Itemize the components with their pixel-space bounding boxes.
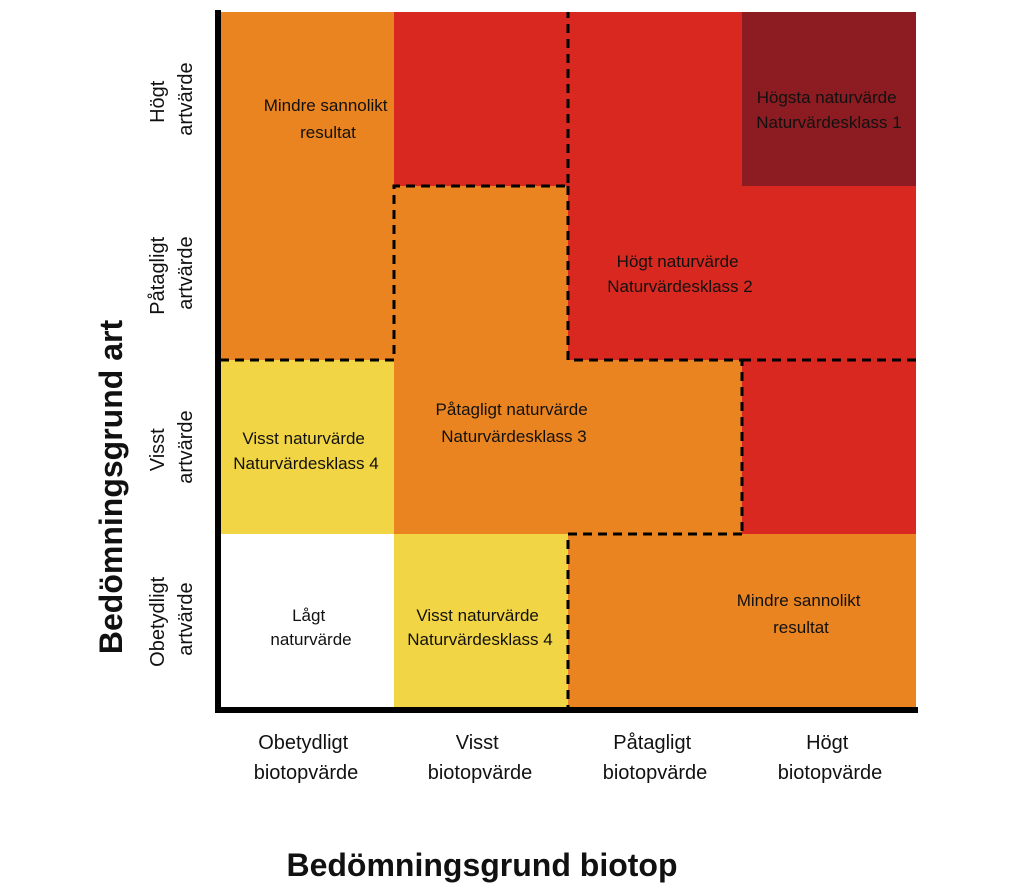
column-label-visst: Visst biotopvärde bbox=[428, 732, 533, 784]
cell-r1-c1 bbox=[394, 186, 568, 360]
row-label-obetydligt: Obetydligt artvärde bbox=[147, 571, 197, 667]
row-label-visst: Visst artvärde bbox=[147, 410, 197, 483]
cell-r3-c1 bbox=[394, 534, 568, 708]
column-label-obetydligt: Obetydligt biotopvärde bbox=[254, 732, 359, 784]
region-labels: Mindre sannolikt resultat Högsta naturvä… bbox=[233, 88, 902, 649]
cell-r2-c3 bbox=[742, 360, 916, 534]
cell-grid bbox=[220, 12, 916, 708]
boundary-mindre-sannolikt-top bbox=[220, 12, 570, 362]
column-label-patagligt: Påtagligt biotopvärde bbox=[603, 732, 708, 784]
region-label-mindre-sannolikt-top: Mindre sannolikt resultat bbox=[264, 96, 393, 142]
cell-r0-c2 bbox=[568, 12, 742, 186]
region-label-lagt-naturvarde: Lågt naturvärde bbox=[270, 606, 351, 649]
x-axis-title: Bedömningsgrund biotop bbox=[286, 847, 677, 883]
cell-r3-c3 bbox=[742, 534, 916, 708]
cell-r1-c0 bbox=[220, 186, 394, 360]
y-axis-title: Bedömningsgrund art bbox=[93, 320, 129, 655]
row-labels: Högt artvärde Påtagligt artvärde Visst a… bbox=[147, 62, 197, 667]
cell-r2-c2 bbox=[568, 360, 742, 534]
cell-r0-c0 bbox=[220, 12, 394, 186]
cell-r1-c3 bbox=[742, 186, 916, 360]
region-label-visst-naturvarde-bottom: Visst naturvärde Naturvärdesklass 4 bbox=[407, 606, 553, 649]
cell-r3-c2 bbox=[568, 534, 742, 708]
column-label-hogt: Högt biotopvärde bbox=[778, 732, 883, 784]
region-label-mindre-sannolikt-bottom: Mindre sannolikt resultat bbox=[737, 591, 866, 637]
region-label-hogt-naturvarde: Högt naturvärde Naturvärdesklass 2 bbox=[607, 252, 753, 296]
row-label-hogt: Högt artvärde bbox=[147, 62, 197, 135]
cell-r2-c1 bbox=[394, 360, 568, 534]
region-label-visst-naturvarde-left: Visst naturvärde Naturvärdesklass 4 bbox=[233, 429, 379, 473]
region-boundaries bbox=[220, 12, 916, 708]
cell-r0-c3 bbox=[742, 12, 916, 186]
region-label-patagligt-naturvarde: Påtagligt naturvärde Naturvärdesklass 3 bbox=[436, 400, 593, 446]
cell-r3-c0 bbox=[220, 534, 394, 708]
cell-r2-c0 bbox=[220, 360, 394, 534]
row-label-patagligt: Påtagligt artvärde bbox=[147, 231, 197, 314]
region-label-hogsta-naturvarde: Högsta naturvärde Naturvärdesklass 1 bbox=[756, 88, 902, 132]
boundary-naturvardesklass-2 bbox=[566, 186, 744, 534]
column-labels: Obetydligt biotopvärde Visst biotopvärde… bbox=[254, 732, 883, 784]
cell-r0-c1 bbox=[394, 12, 568, 186]
boundary-naturvardesklass-3 bbox=[566, 532, 742, 708]
cell-r1-c2 bbox=[568, 186, 742, 360]
axes bbox=[215, 10, 918, 713]
